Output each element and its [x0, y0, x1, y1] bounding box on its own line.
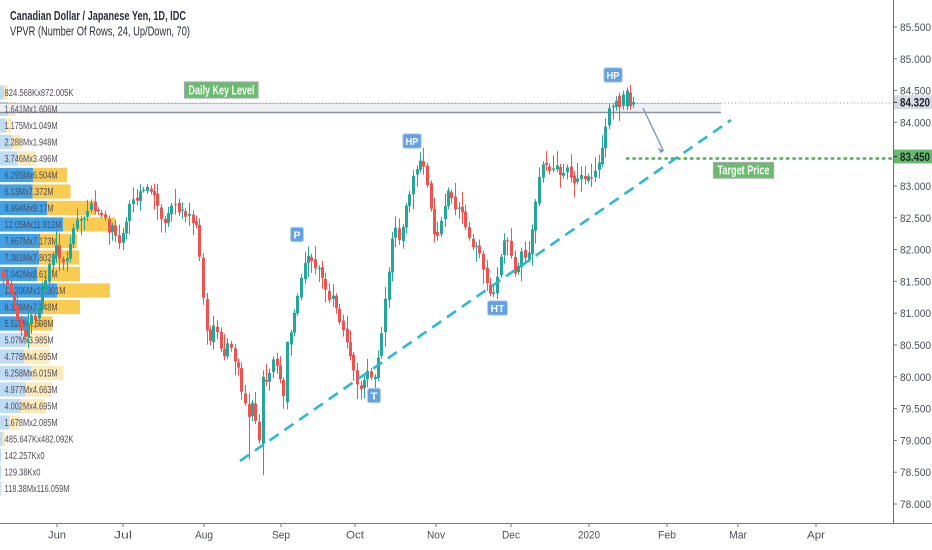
svg-text:6.295Mx6.504M: 6.295Mx6.504M: [5, 171, 58, 182]
svg-text:2.288Mx1.948M: 2.288Mx1.948M: [5, 138, 58, 149]
svg-text:Sep: Sep: [272, 530, 290, 542]
svg-text:Jun: Jun: [48, 530, 66, 542]
svg-text:1.678Mx2.085M: 1.678Mx2.085M: [5, 418, 58, 429]
svg-text:824.568Kx872.005K: 824.568Kx872.005K: [5, 88, 74, 99]
svg-text:118.38Mx116.059M: 118.38Mx116.059M: [5, 484, 70, 495]
svg-text:78.000: 78.000: [900, 499, 931, 511]
svg-text:142.257Kx0: 142.257Kx0: [5, 451, 45, 462]
svg-text:T: T: [371, 390, 379, 402]
svg-text:HP: HP: [406, 136, 419, 148]
svg-text:VPVR (Number Of Rows, 24, Up/D: VPVR (Number Of Rows, 24, Up/Down, 70): [10, 25, 190, 39]
svg-text:81.000: 81.000: [900, 308, 931, 320]
svg-text:78.500: 78.500: [900, 467, 931, 479]
svg-text:84.500: 84.500: [900, 86, 931, 98]
svg-text:12.05Mx11.812M: 12.05Mx11.812M: [5, 220, 62, 231]
svg-text:4.002Mx4.695M: 4.002Mx4.695M: [5, 402, 58, 413]
svg-text:11.206Mx10.301M: 11.206Mx10.301M: [5, 286, 66, 297]
svg-text:Aug: Aug: [195, 530, 213, 542]
svg-text:1.175Mx1.049M: 1.175Mx1.049M: [5, 121, 58, 132]
svg-text:80.000: 80.000: [900, 372, 931, 384]
svg-text:3.746Mx3.496M: 3.746Mx3.496M: [5, 154, 58, 165]
svg-text:6.13Mx7.372M: 6.13Mx7.372M: [5, 187, 54, 198]
svg-text:HP: HP: [607, 70, 620, 82]
svg-text:85.000: 85.000: [900, 54, 931, 66]
svg-text:8.326Mx7.148M: 8.326Mx7.148M: [5, 303, 58, 314]
svg-text:Jul: Jul: [114, 530, 132, 542]
svg-text:80.500: 80.500: [900, 340, 931, 352]
svg-text:Mar: Mar: [729, 530, 747, 542]
svg-text:485.647Kx482.092K: 485.647Kx482.092K: [5, 435, 74, 446]
svg-text:79.000: 79.000: [900, 435, 931, 447]
svg-text:85.500: 85.500: [900, 22, 931, 34]
svg-text:7.381Mx7.802M: 7.381Mx7.802M: [5, 253, 58, 264]
svg-text:Nov: Nov: [427, 530, 445, 542]
svg-text:4.977Mx4.663M: 4.977Mx4.663M: [5, 385, 58, 396]
svg-text:Oct: Oct: [346, 530, 364, 542]
svg-text:2020: 2020: [578, 530, 600, 542]
svg-text:Canadian Dollar / Japanese Yen: Canadian Dollar / Japanese Yen, 1D, IDC: [10, 8, 186, 23]
svg-text:Feb: Feb: [658, 530, 676, 542]
svg-text:HT: HT: [491, 303, 506, 315]
svg-text:8.994Mx9.17M: 8.994Mx9.17M: [5, 204, 54, 215]
svg-text:82.500: 82.500: [900, 213, 931, 225]
svg-text:7.667Mx7.173M: 7.667Mx7.173M: [5, 237, 58, 248]
svg-text:79.500: 79.500: [900, 404, 931, 416]
svg-text:129.38Kx0: 129.38Kx0: [5, 468, 41, 479]
svg-text:Apr: Apr: [807, 530, 825, 542]
svg-text:6.258Mx6.015M: 6.258Mx6.015M: [5, 369, 58, 380]
svg-text:81.500: 81.500: [900, 276, 931, 288]
svg-text:84.320: 84.320: [900, 96, 930, 110]
svg-text:4.778Mx4.695M: 4.778Mx4.695M: [5, 352, 58, 363]
svg-text:P: P: [294, 229, 301, 241]
svg-text:7.042Mx8.617M: 7.042Mx8.617M: [5, 270, 58, 281]
svg-text:84.000: 84.000: [900, 117, 931, 129]
svg-text:83.450: 83.450: [900, 150, 930, 164]
svg-text:Daily Key Level: Daily Key Level: [189, 84, 255, 98]
svg-text:Dec: Dec: [502, 530, 520, 542]
svg-text:82.000: 82.000: [900, 245, 931, 257]
svg-text:1.641Mx1.606M: 1.641Mx1.606M: [5, 105, 58, 116]
svg-text:83.000: 83.000: [900, 181, 931, 193]
svg-text:Target Price: Target Price: [718, 164, 770, 178]
